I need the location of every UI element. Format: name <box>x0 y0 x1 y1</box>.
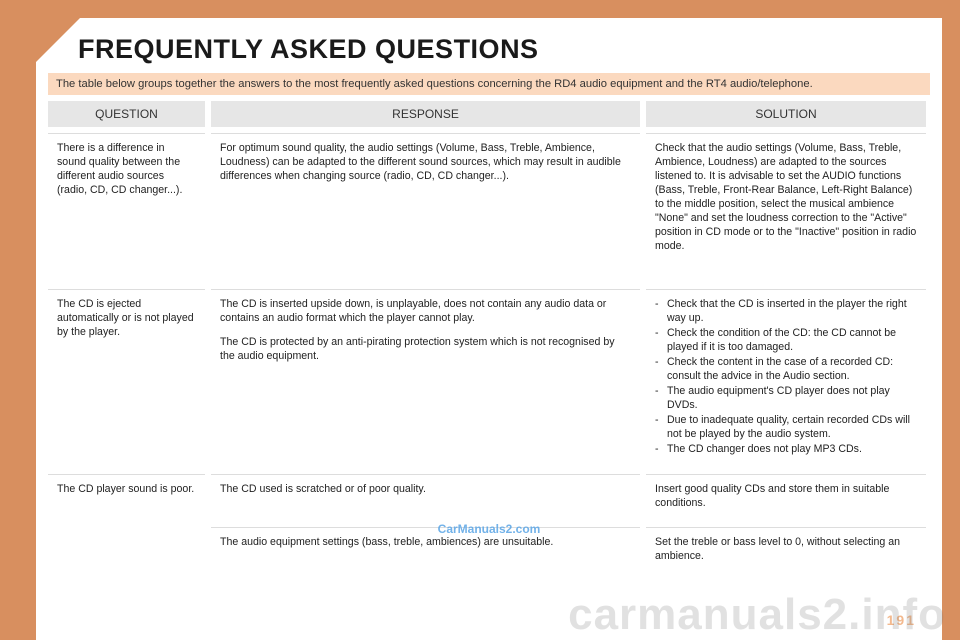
table-cell-response: The CD used is scratched or of poor qual… <box>211 474 640 521</box>
table-cell-response: The audio equipment settings (bass, treb… <box>211 527 640 574</box>
table-cell-question: The CD is ejected automatically or is no… <box>48 289 205 468</box>
table-cell-solution: Check that the CD is inserted in the pla… <box>646 289 926 468</box>
col-header-response: RESPONSE <box>211 101 640 127</box>
list-item: The audio equipment's CD player does not… <box>655 385 917 413</box>
page-title: FREQUENTLY ASKED QUESTIONS <box>78 34 930 65</box>
faq-table: QUESTION RESPONSE SOLUTION There is a di… <box>48 101 930 574</box>
table-cell-solution: Check that the audio settings (Volume, B… <box>646 133 926 283</box>
col-header-question: QUESTION <box>48 101 205 127</box>
table-cell-response: For optimum sound quality, the audio set… <box>211 133 640 283</box>
list-item: The CD changer does not play MP3 CDs. <box>655 443 917 457</box>
list-item: Check the condition of the CD: the CD ca… <box>655 327 917 355</box>
table-cell-response: The CD is inserted upside down, is unpla… <box>211 289 640 468</box>
solution-list: Check that the CD is inserted in the pla… <box>655 298 917 457</box>
table-cell-solution: Insert good quality CDs and store them i… <box>646 474 926 521</box>
list-item: Check the content in the case of a recor… <box>655 356 917 384</box>
table-cell-question: There is a difference in sound quality b… <box>48 133 205 283</box>
table-cell-question: The CD player sound is poor. <box>48 474 205 574</box>
intro-strip: The table below groups together the answ… <box>48 73 930 95</box>
col-header-solution: SOLUTION <box>646 101 926 127</box>
list-item: Check that the CD is inserted in the pla… <box>655 298 917 326</box>
page-number: 191 <box>887 612 916 628</box>
response-para: The CD is inserted upside down, is unpla… <box>220 298 631 326</box>
manual-page: FREQUENTLY ASKED QUESTIONS The table bel… <box>36 18 942 640</box>
table-cell-solution: Set the treble or bass level to 0, witho… <box>646 527 926 574</box>
list-item: Due to inadequate quality, certain recor… <box>655 414 917 442</box>
response-para: The CD is protected by an anti-pirating … <box>220 336 631 364</box>
folded-corner <box>36 18 80 62</box>
